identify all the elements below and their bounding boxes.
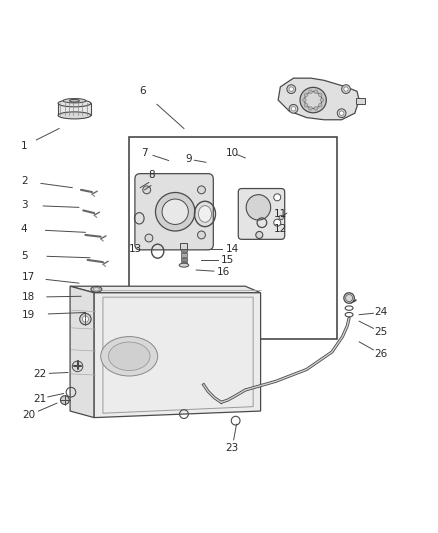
Circle shape <box>287 85 296 93</box>
Circle shape <box>279 215 283 220</box>
Ellipse shape <box>162 199 188 224</box>
Bar <box>181 253 187 257</box>
Circle shape <box>291 107 296 111</box>
Ellipse shape <box>93 287 99 291</box>
Text: 15: 15 <box>221 255 234 265</box>
Text: 26: 26 <box>374 349 388 359</box>
Text: 10: 10 <box>226 148 239 158</box>
Circle shape <box>318 103 322 107</box>
Circle shape <box>274 219 281 226</box>
FancyBboxPatch shape <box>238 189 285 239</box>
Text: 7: 7 <box>141 148 148 158</box>
Circle shape <box>309 107 312 110</box>
Text: 17: 17 <box>22 272 35 282</box>
Text: 8: 8 <box>148 169 155 180</box>
Ellipse shape <box>58 112 91 119</box>
Text: 20: 20 <box>22 410 35 421</box>
Polygon shape <box>278 78 359 120</box>
Ellipse shape <box>300 87 326 113</box>
Text: 24: 24 <box>374 308 388 318</box>
Bar <box>58 103 91 115</box>
Ellipse shape <box>246 195 271 220</box>
Text: 9: 9 <box>185 154 192 164</box>
Circle shape <box>320 98 324 102</box>
Circle shape <box>60 395 69 405</box>
Circle shape <box>314 107 318 110</box>
Text: 14: 14 <box>226 244 239 254</box>
Circle shape <box>314 90 318 93</box>
Polygon shape <box>94 293 261 418</box>
Bar <box>356 98 365 104</box>
Text: 19: 19 <box>22 310 35 320</box>
Text: 11: 11 <box>274 209 287 219</box>
Bar <box>129 138 337 339</box>
Circle shape <box>274 194 281 201</box>
Bar <box>181 249 187 253</box>
Circle shape <box>82 316 88 322</box>
Bar <box>181 258 187 261</box>
Circle shape <box>304 93 308 96</box>
Text: 13: 13 <box>129 244 142 254</box>
Bar <box>180 243 187 249</box>
Text: 12: 12 <box>274 224 287 235</box>
Text: 25: 25 <box>374 327 388 337</box>
Circle shape <box>303 98 306 102</box>
Text: 22: 22 <box>33 369 46 379</box>
Ellipse shape <box>108 342 150 370</box>
Ellipse shape <box>198 206 212 222</box>
Circle shape <box>318 93 322 96</box>
Circle shape <box>289 87 293 91</box>
Text: 23: 23 <box>226 443 239 453</box>
Ellipse shape <box>155 192 195 231</box>
Circle shape <box>337 109 346 118</box>
Circle shape <box>344 87 348 91</box>
Text: 6: 6 <box>139 86 146 96</box>
Text: 18: 18 <box>22 292 35 302</box>
Text: 2: 2 <box>21 176 28 186</box>
Bar <box>181 262 187 265</box>
Text: 21: 21 <box>33 394 46 404</box>
Ellipse shape <box>179 263 189 267</box>
Text: 1: 1 <box>21 141 28 151</box>
Ellipse shape <box>304 92 322 108</box>
Circle shape <box>143 186 151 194</box>
Ellipse shape <box>101 336 158 376</box>
Circle shape <box>80 313 91 325</box>
Ellipse shape <box>91 286 102 292</box>
Circle shape <box>304 103 308 107</box>
Ellipse shape <box>58 100 91 107</box>
Circle shape <box>198 231 205 239</box>
Circle shape <box>344 293 354 303</box>
Polygon shape <box>70 286 261 293</box>
Circle shape <box>342 85 350 93</box>
Circle shape <box>309 90 312 93</box>
Circle shape <box>339 111 344 115</box>
Text: 3: 3 <box>21 200 28 210</box>
Text: 4: 4 <box>21 224 28 235</box>
Polygon shape <box>70 286 94 418</box>
Text: 5: 5 <box>21 251 28 261</box>
Circle shape <box>289 104 298 113</box>
Circle shape <box>256 231 263 238</box>
Ellipse shape <box>70 99 79 102</box>
Text: 16: 16 <box>217 266 230 277</box>
Ellipse shape <box>63 99 86 103</box>
Circle shape <box>145 234 153 242</box>
Circle shape <box>198 186 205 194</box>
FancyBboxPatch shape <box>135 174 213 250</box>
